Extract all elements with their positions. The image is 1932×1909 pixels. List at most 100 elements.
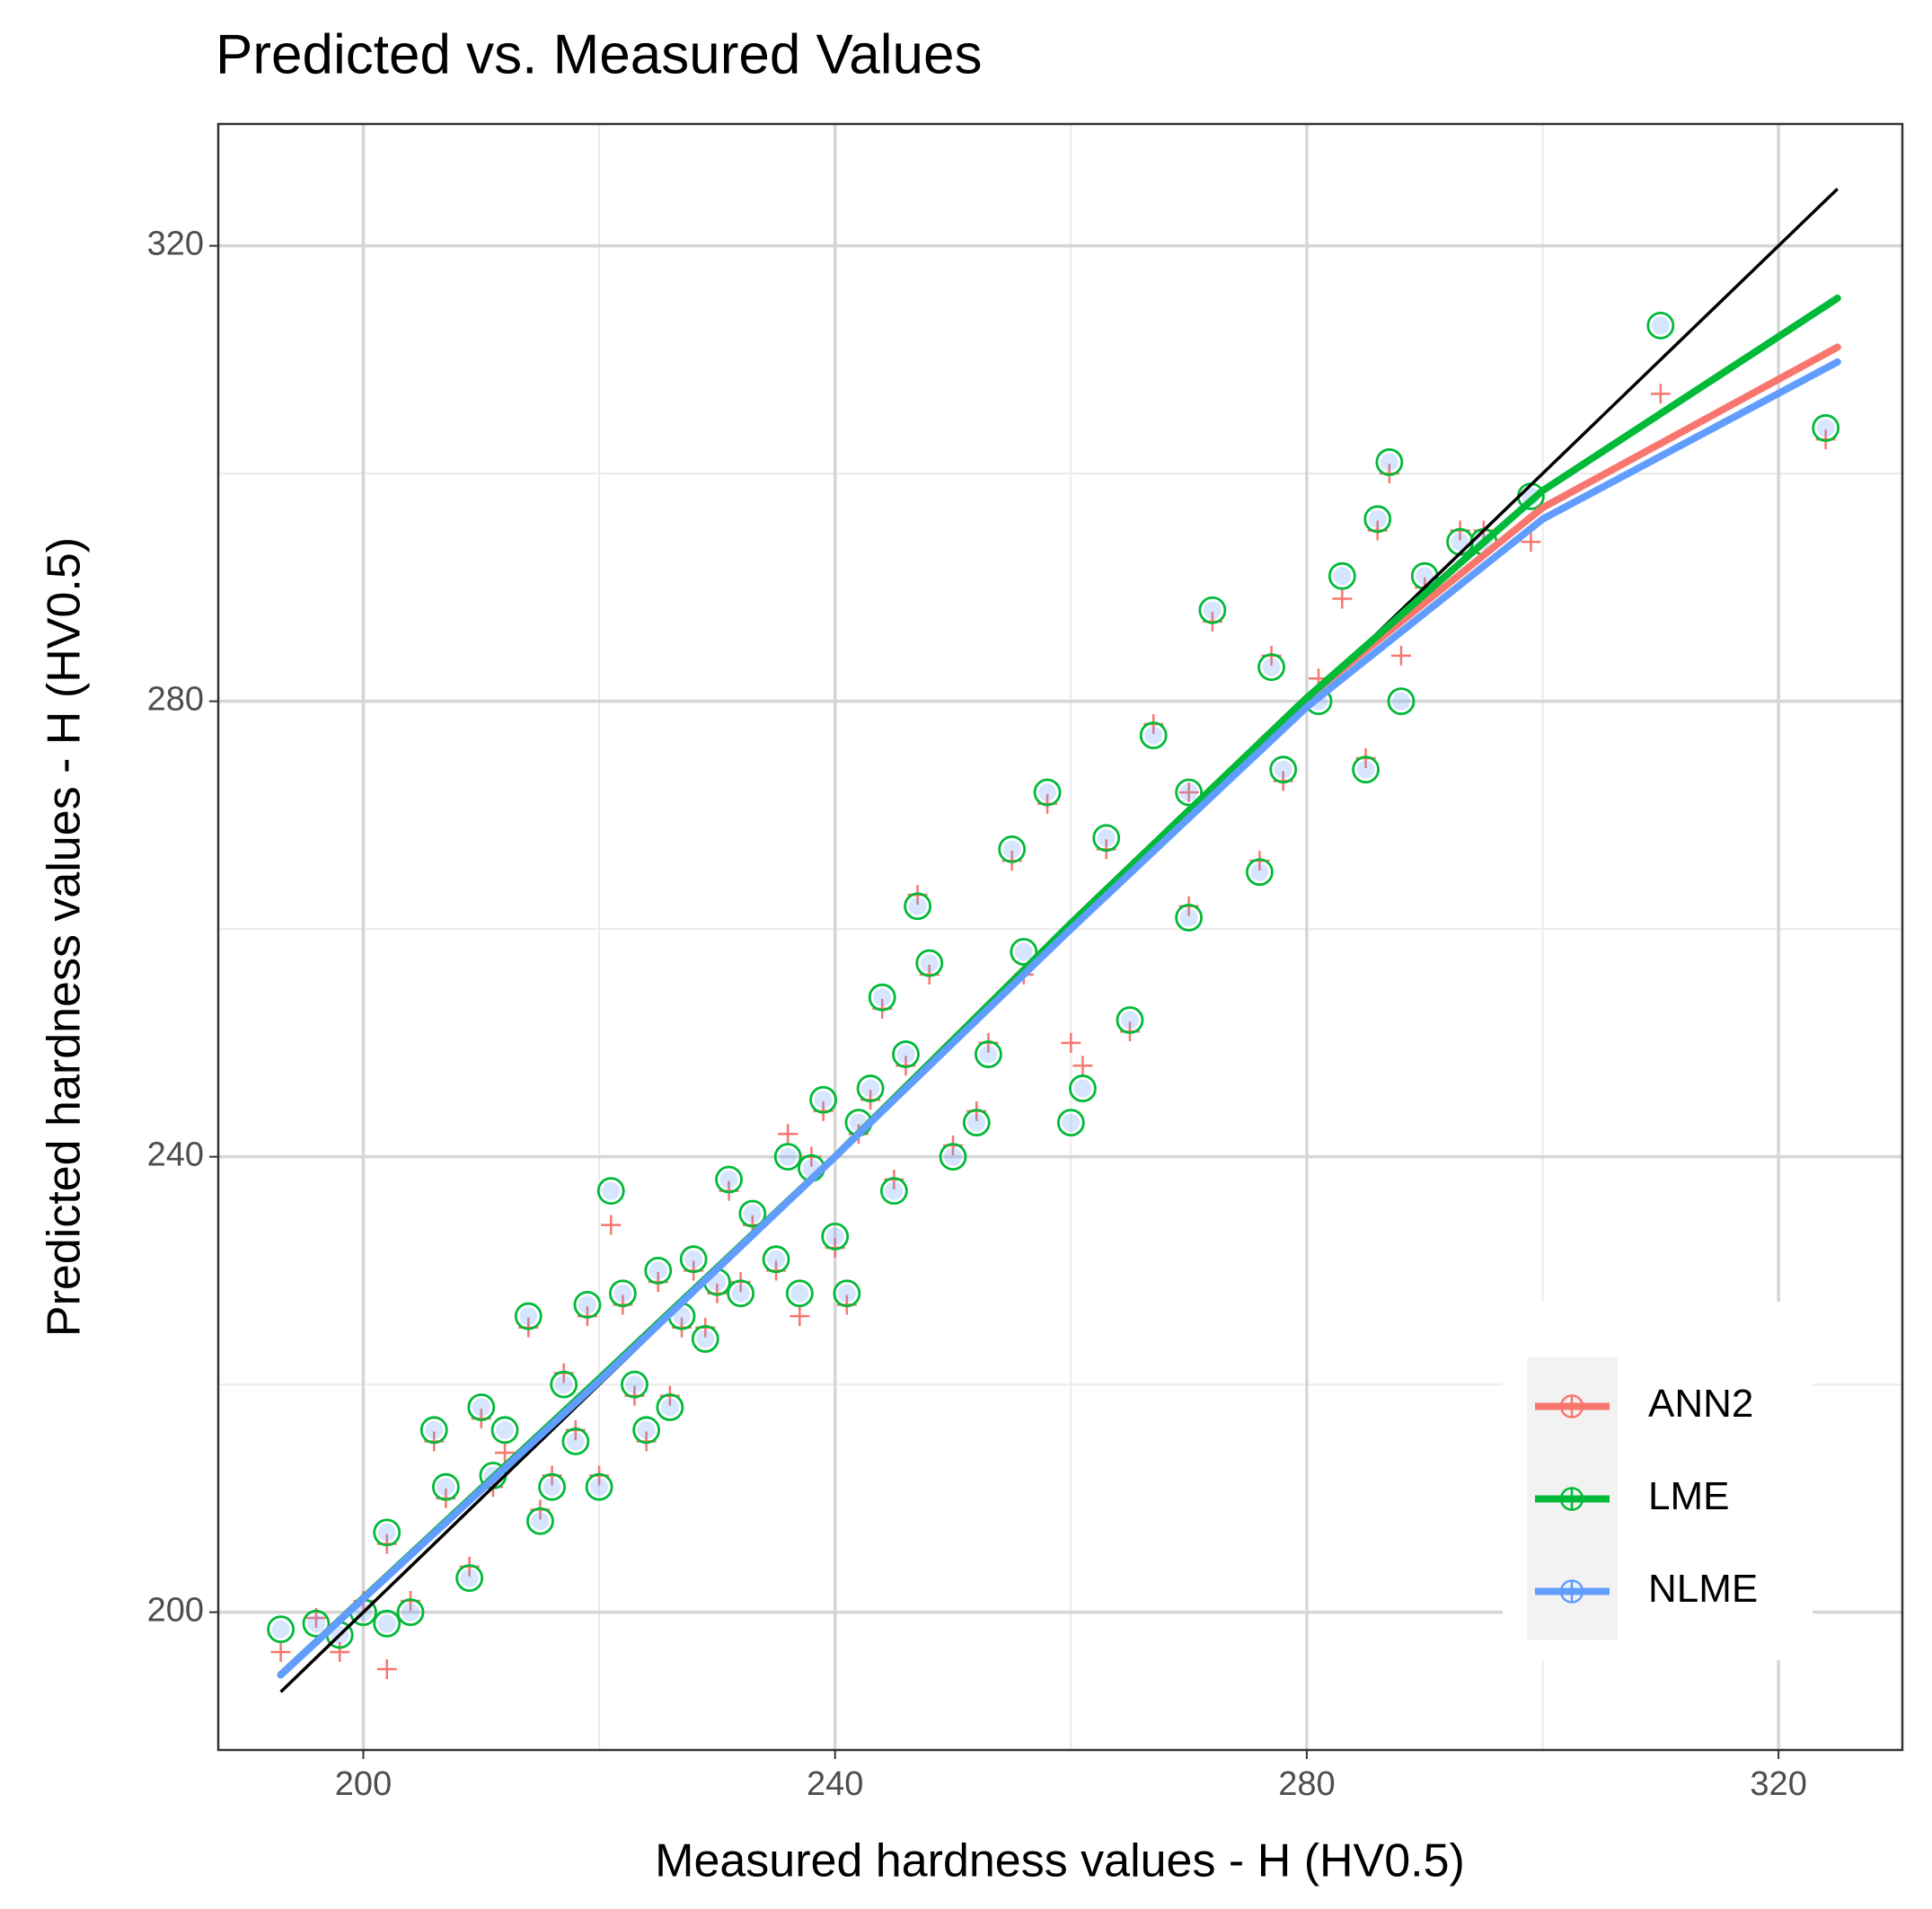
point-dot: [873, 988, 892, 1007]
legend-key: [1561, 1580, 1583, 1603]
point-dot: [401, 1603, 420, 1622]
point-dot: [602, 1181, 621, 1200]
point-circle: [809, 1085, 837, 1114]
chart-title: Predicted vs. Measured Values: [216, 23, 983, 85]
point-plus: [1061, 1032, 1081, 1053]
point-plus: [1332, 588, 1353, 609]
point-dot: [531, 1512, 550, 1531]
point-circle: [1257, 653, 1285, 682]
point-circle: [538, 1472, 566, 1501]
legend-label: ANN2: [1648, 1382, 1753, 1426]
point-circle: [550, 1370, 578, 1399]
legend-label: LME: [1648, 1474, 1729, 1518]
point-dot: [1274, 760, 1292, 779]
point-plus: [790, 1306, 810, 1327]
point-circle: [644, 1256, 673, 1285]
y-tick-label: 320: [147, 225, 204, 263]
point-dot: [967, 1113, 986, 1132]
point-dot: [1179, 783, 1198, 802]
point-circle: [904, 892, 932, 921]
point-dot: [1416, 567, 1434, 586]
point-dot: [861, 1079, 880, 1098]
y-axis-label: Predicted hardness values - H (HV0.5): [39, 537, 91, 1337]
point-circle: [1033, 778, 1062, 807]
point-plus: [270, 1641, 291, 1662]
point-circle: [302, 1609, 331, 1638]
point-circle: [1246, 858, 1274, 887]
point-dot: [271, 1620, 290, 1639]
point-circle: [267, 1615, 295, 1644]
x-tick-label: 320: [1750, 1765, 1806, 1803]
point-circle: [1092, 824, 1121, 853]
point-dot: [1368, 509, 1387, 528]
point-dot: [1002, 840, 1021, 859]
point-circle: [526, 1507, 554, 1535]
point-circle: [998, 835, 1027, 863]
point-dot: [1380, 453, 1398, 472]
point-circle: [1646, 311, 1675, 340]
point-circle: [679, 1245, 708, 1274]
point-dot: [377, 1614, 396, 1633]
point-circle: [1328, 561, 1356, 590]
point-dot: [1391, 692, 1410, 711]
point-dot: [684, 1250, 703, 1268]
point-dot: [908, 897, 927, 915]
point-circle: [821, 1222, 850, 1251]
point-dot: [719, 1170, 738, 1189]
point-dot: [425, 1420, 444, 1439]
point-dot: [979, 1045, 998, 1064]
point-plus: [1521, 532, 1541, 552]
point-circle: [1375, 448, 1404, 476]
point-circle: [879, 1177, 908, 1206]
point-dot: [837, 1284, 856, 1303]
legend-key: [1561, 1488, 1583, 1510]
point-dot: [460, 1569, 479, 1587]
point-dot: [377, 1523, 396, 1542]
x-axis-label: Measured hardness values - H (HV0.5): [655, 1835, 1465, 1887]
point-dot: [1451, 533, 1469, 552]
point-circle: [1139, 721, 1168, 750]
point-circle: [1069, 1074, 1097, 1102]
point-circle: [656, 1393, 684, 1421]
point-circle: [856, 1074, 885, 1102]
point-dot: [1651, 316, 1670, 335]
point-circle: [561, 1427, 590, 1455]
point-circle: [975, 1040, 1002, 1068]
point-plus: [495, 1443, 516, 1463]
point-dot: [779, 1147, 798, 1166]
fit-line: [277, 358, 1841, 1679]
point-plus: [1178, 782, 1199, 803]
point-dot: [1097, 828, 1116, 847]
y-tick-label: 240: [147, 1136, 204, 1174]
point-dot: [1144, 726, 1163, 745]
point-circle: [892, 1040, 920, 1068]
point-dot: [885, 1181, 904, 1200]
point-circle: [1175, 904, 1204, 932]
point-dot: [1333, 567, 1352, 586]
point-dot: [1179, 908, 1198, 927]
point-circle: [1812, 414, 1840, 442]
point-dot: [767, 1250, 786, 1268]
point-circle: [1116, 1006, 1144, 1034]
point-dot: [790, 1284, 809, 1303]
point-circle: [785, 1279, 814, 1308]
point-dot: [496, 1420, 515, 1439]
x-tick-label: 240: [807, 1765, 863, 1803]
point-circle: [1387, 687, 1416, 716]
point-dot: [1014, 942, 1033, 961]
point-dot: [625, 1375, 644, 1394]
point-dot: [648, 1261, 667, 1280]
point-dot: [543, 1478, 561, 1497]
point-plus: [778, 1124, 798, 1145]
point-dot: [920, 954, 939, 973]
point-circle: [432, 1472, 460, 1501]
point-dot: [519, 1307, 538, 1326]
point-circle: [490, 1416, 519, 1445]
point-circle: [596, 1177, 625, 1206]
point-circle: [1175, 778, 1204, 807]
point-circle: [621, 1370, 648, 1399]
point-dot: [590, 1478, 609, 1497]
point-circle: [1010, 938, 1038, 966]
point-dot: [731, 1284, 750, 1303]
point-dot: [1816, 419, 1835, 437]
